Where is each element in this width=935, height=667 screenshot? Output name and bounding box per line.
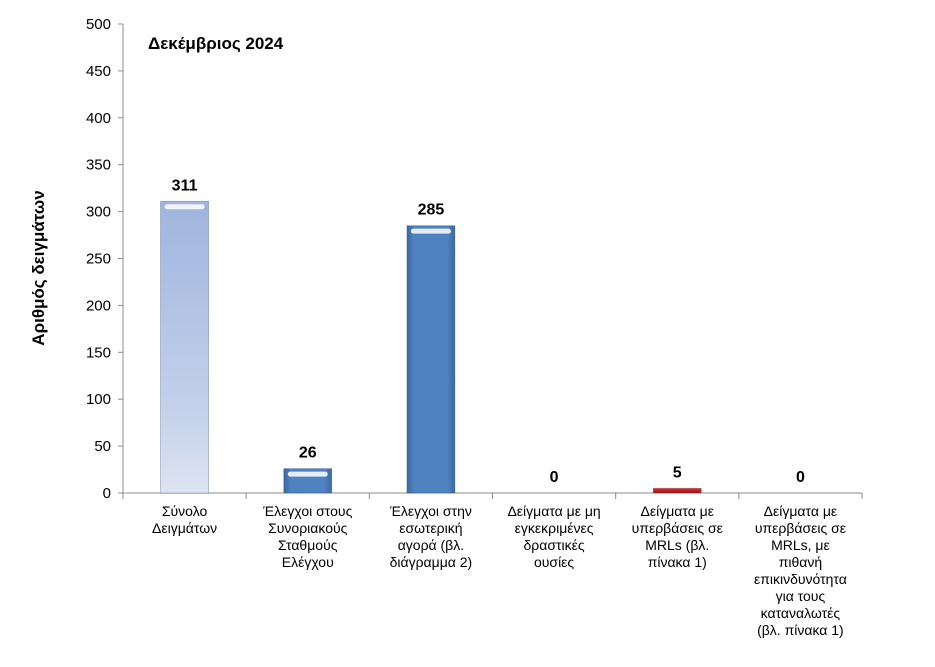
y-tick-label: 50	[94, 438, 111, 455]
chart-title: Δεκέμβριος 2024	[148, 34, 284, 53]
bar-highlight	[287, 471, 328, 477]
bar-body	[160, 200, 209, 494]
x-category-label: Έλεγχοι στην εσωτερική αγορά (βλ. διάγρα…	[389, 503, 473, 570]
x-category-label: Δείγματα με υπερβάσεις σε MRLs (βλ. πίνα…	[631, 503, 723, 570]
data-label: 311	[172, 177, 198, 194]
x-category-label: Δείγματα με μη εγκεκριμένες δραστικές ου…	[507, 503, 601, 570]
y-tick-label: 300	[86, 204, 111, 221]
bar-highlight	[410, 228, 451, 234]
bar-body	[406, 225, 456, 494]
bar-body	[652, 487, 702, 494]
bar	[283, 468, 333, 494]
bar	[652, 487, 702, 494]
x-category-label: Σύνολο Δειγμάτων	[152, 503, 218, 536]
data-label: 0	[796, 469, 805, 486]
bar	[406, 225, 456, 494]
y-tick-label: 0	[103, 485, 111, 502]
data-label: 285	[418, 202, 445, 219]
y-tick-label: 500	[86, 16, 111, 33]
y-tick-label: 100	[86, 391, 111, 408]
x-category-label: Έλεγχοι στους Συνοριακούς Σταθμούς Ελέγχ…	[263, 503, 353, 570]
data-label: 26	[299, 445, 317, 462]
y-tick-label: 400	[86, 110, 111, 127]
x-category-label: Δείγματα με υπερβάσεις σε MRLs, με πιθαν…	[753, 503, 847, 638]
y-tick-label: 200	[86, 297, 111, 314]
y-axis-title: Αριθμός δειγμάτων	[29, 190, 48, 345]
data-label: 0	[550, 469, 559, 486]
y-tick-label: 250	[86, 251, 111, 268]
y-tick-label: 350	[86, 157, 111, 174]
bar	[160, 200, 209, 494]
y-tick-label: 450	[86, 63, 111, 80]
data-label: 5	[673, 464, 682, 481]
bar-highlight	[164, 204, 205, 210]
y-tick-label: 150	[86, 344, 111, 361]
